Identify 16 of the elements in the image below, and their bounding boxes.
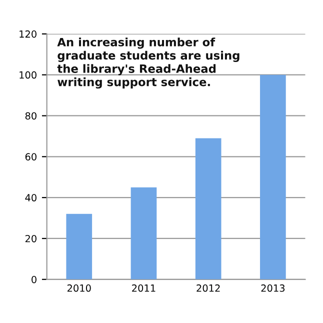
bar <box>260 74 286 280</box>
y-tick-label: 120 <box>20 30 36 38</box>
x-tick-label: 2013 <box>261 284 285 292</box>
y-tick-label: 60 <box>25 153 36 160</box>
annotation: An increasing number of graduate students are using the library's Read-Ahead writing support service. <box>57 38 240 89</box>
bar <box>130 187 157 280</box>
y-tick-label: 0 <box>32 276 36 284</box>
y-tick-label: 100 <box>20 71 36 79</box>
x-tick-label: 2012 <box>196 284 220 292</box>
y-tick-label: 20 <box>25 234 36 242</box>
x-tick-label: 2010 <box>67 284 91 292</box>
y-tick-label: 40 <box>25 194 36 202</box>
bar <box>195 138 222 280</box>
x-tick-label: 2011 <box>132 284 156 292</box>
bar <box>66 214 92 280</box>
y-tick-label: 80 <box>25 112 36 120</box>
